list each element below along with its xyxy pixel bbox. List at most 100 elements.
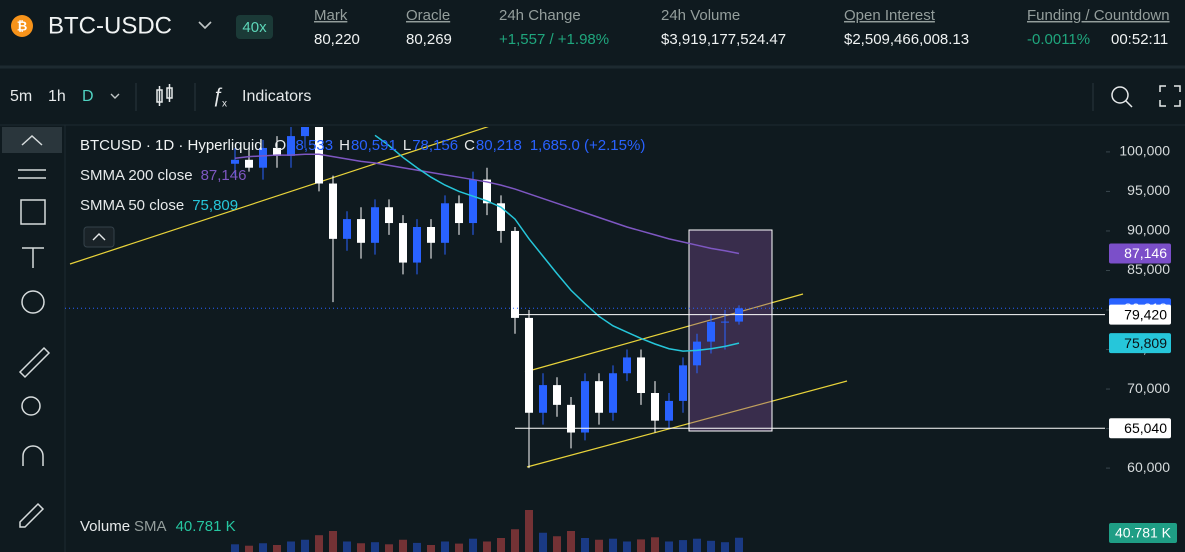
volume-bar bbox=[637, 539, 645, 552]
stat-label: Oracle bbox=[406, 7, 450, 24]
interval-dropdown[interactable] bbox=[110, 93, 120, 99]
ohlc-key: C bbox=[464, 137, 475, 154]
candle-body bbox=[343, 219, 351, 239]
trend-line[interactable] bbox=[524, 293, 804, 373]
volume-bar bbox=[259, 543, 267, 552]
tool-pencil[interactable] bbox=[19, 502, 45, 528]
fullscreen-icon[interactable] bbox=[1159, 85, 1181, 107]
coin-glyph: ₿ bbox=[17, 18, 28, 33]
tool-emoji[interactable] bbox=[21, 290, 45, 314]
volume-bar bbox=[399, 539, 407, 552]
indicator-name: SMMA 200 close bbox=[80, 167, 193, 184]
volume-bar bbox=[679, 540, 687, 552]
sidebar bbox=[2, 127, 62, 528]
volume-bar bbox=[301, 539, 309, 552]
volume-bar bbox=[651, 537, 659, 552]
candle-body bbox=[301, 127, 309, 137]
volume-bar bbox=[623, 541, 631, 552]
ohlc-key: H bbox=[339, 137, 350, 154]
indicator-name: SMMA 50 close bbox=[80, 197, 184, 214]
interval-active[interactable]: D bbox=[82, 88, 94, 105]
interval[interactable]: 1h bbox=[48, 88, 66, 105]
tool-zoom[interactable] bbox=[21, 396, 41, 416]
stat-label: Funding / Countdown bbox=[1027, 7, 1170, 24]
candle-body bbox=[329, 183, 337, 239]
candle-body bbox=[245, 159, 253, 168]
volume-bar bbox=[539, 532, 547, 552]
legend-toggle-icon[interactable] bbox=[92, 233, 106, 241]
leverage-badge[interactable] bbox=[236, 15, 273, 39]
volume-bar bbox=[707, 540, 715, 552]
volume-bar bbox=[455, 543, 463, 552]
symbol[interactable]: BTC-USDC bbox=[48, 12, 172, 39]
volume-bar bbox=[721, 542, 729, 552]
candle-body bbox=[441, 203, 449, 243]
indicators-icon[interactable]: ƒ bbox=[212, 84, 223, 106]
indicator-line bbox=[374, 134, 740, 352]
stat-value: $2,509,466,008.13 bbox=[844, 31, 969, 48]
volume-bar bbox=[371, 542, 379, 552]
stats: Mark 80,220 Oracle 80,269 24h Change +1,557 /… bbox=[314, 7, 1170, 48]
tool-text[interactable] bbox=[22, 247, 44, 268]
y-tick-label: 85,000 bbox=[1127, 261, 1170, 277]
candle-body bbox=[399, 223, 407, 263]
price-badge bbox=[1109, 418, 1171, 439]
candle-body bbox=[287, 136, 295, 156]
candle-body bbox=[483, 179, 491, 204]
ohlc-value: 78,156 bbox=[412, 137, 458, 154]
price-label: 87,146 bbox=[1124, 245, 1167, 261]
legend: BTCUSD · 1D · Hyperliquid SMMA 200 close… bbox=[80, 137, 645, 248]
tool-active[interactable] bbox=[2, 127, 62, 153]
volume-bar bbox=[273, 545, 281, 552]
volume-bar bbox=[483, 541, 491, 552]
volume-bar bbox=[315, 535, 323, 552]
y-tick-label: 60,000 bbox=[1127, 459, 1170, 475]
stat-value: -0.0011% bbox=[1027, 31, 1090, 48]
candle-body bbox=[623, 357, 631, 374]
candle-body bbox=[567, 404, 575, 433]
price-badge bbox=[1109, 333, 1171, 354]
candle-body bbox=[693, 341, 701, 366]
indicators-icon[interactable]: x bbox=[222, 99, 227, 110]
chart-title: BTCUSD · 1D · Hyperliquid bbox=[80, 137, 263, 154]
search-icon[interactable] bbox=[1111, 86, 1133, 108]
candle-body bbox=[273, 147, 281, 156]
tool-lines[interactable] bbox=[18, 169, 46, 179]
volume-name: Volume bbox=[80, 518, 130, 535]
price-label: 75,809 bbox=[1124, 335, 1167, 351]
tool-collapse[interactable] bbox=[21, 134, 43, 146]
trend-line[interactable] bbox=[526, 380, 848, 468]
candle-body bbox=[679, 365, 687, 401]
tool-ruler[interactable] bbox=[18, 346, 51, 379]
volume-bar bbox=[357, 543, 365, 552]
stat-label: Open Interest bbox=[844, 7, 936, 24]
volume-bar bbox=[329, 531, 337, 552]
range-box[interactable] bbox=[688, 229, 773, 432]
indicator-line bbox=[234, 153, 740, 255]
trend-line[interactable] bbox=[69, 126, 490, 265]
volume-value: 40.781 K bbox=[176, 518, 236, 535]
volume-bar bbox=[609, 538, 617, 552]
leverage[interactable]: 40x bbox=[242, 19, 267, 36]
interval[interactable]: 5m bbox=[10, 88, 32, 105]
stat-value: 80,269 bbox=[406, 31, 452, 48]
indicators-button[interactable]: Indicators bbox=[242, 88, 311, 105]
chart-type-icon[interactable] bbox=[156, 84, 173, 106]
candle-body bbox=[315, 127, 323, 184]
y-tick-label: 70,000 bbox=[1127, 380, 1170, 396]
candle-body bbox=[595, 381, 603, 413]
candle-body bbox=[539, 385, 547, 413]
volume-sma: SMA bbox=[134, 518, 167, 535]
candle-body bbox=[385, 207, 393, 224]
ohlc-key: O bbox=[275, 137, 287, 154]
symbol-dropdown[interactable] bbox=[198, 21, 212, 30]
tool-rect[interactable] bbox=[20, 199, 46, 225]
candle-body bbox=[231, 159, 239, 164]
volume-bar bbox=[497, 538, 505, 552]
price-badge bbox=[1109, 304, 1171, 325]
volume-bar bbox=[427, 545, 435, 552]
legend-toggle[interactable] bbox=[83, 226, 115, 248]
tool-magnet[interactable] bbox=[22, 445, 44, 466]
